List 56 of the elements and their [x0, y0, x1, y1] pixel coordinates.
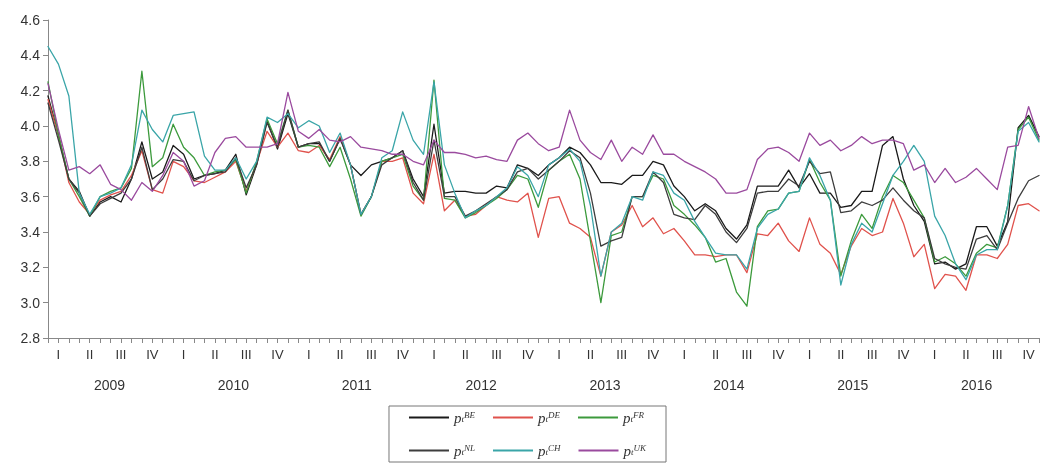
- x-tick-label: II: [461, 347, 469, 362]
- y-tick-label: 3.2: [20, 259, 41, 276]
- x-tick-label: I: [432, 347, 436, 362]
- x-tick-label: III: [115, 347, 127, 362]
- x-tick-label: IV: [897, 347, 910, 362]
- text: 2011: [341, 377, 373, 393]
- y-tick-label: 4.0: [20, 118, 41, 134]
- legend-label: ptFR: [621, 409, 645, 426]
- x-tick-label: III: [616, 347, 628, 362]
- x-tick-label: III: [866, 347, 878, 362]
- x-tick-label: I: [932, 347, 937, 362]
- y-tick-label: 4.4: [20, 47, 41, 64]
- x-tick-label: III: [991, 347, 1003, 362]
- x-tick-label: II: [336, 347, 344, 362]
- legend-label: ptDE: [536, 409, 561, 426]
- legend-label: ptUK: [622, 442, 647, 459]
- x-tick-label: III: [365, 347, 377, 362]
- x-tick-label: I: [807, 347, 812, 362]
- x-tick-label: III: [491, 347, 502, 362]
- legend-label: ptNL: [452, 442, 476, 459]
- legend-label: ptBE: [452, 409, 476, 426]
- text: 2015: [837, 377, 869, 393]
- y-tick-label: 2.8: [20, 330, 41, 346]
- x-tick-label: II: [586, 347, 595, 362]
- x-tick-label: II: [712, 347, 720, 362]
- x-tick-label: II: [86, 347, 94, 362]
- y-tick-label: 3.4: [20, 224, 41, 240]
- y-tick-label: 4.2: [20, 82, 41, 99]
- x-tick-label: IV: [1022, 347, 1036, 362]
- text: 2013: [589, 377, 621, 393]
- y-tick-label: 4.6: [20, 12, 41, 28]
- text: 2012: [465, 377, 497, 393]
- legend-label: ptCH: [537, 442, 561, 459]
- x-tick-label: I: [306, 347, 311, 362]
- x-tick-label: IV: [521, 347, 535, 362]
- text: 2014: [713, 377, 745, 393]
- x-tick-label: II: [837, 347, 845, 362]
- x-tick-label: I: [181, 347, 186, 362]
- x-tick-label: I: [557, 347, 561, 362]
- x-tick-label: II: [211, 347, 219, 362]
- x-tick-label: IV: [772, 347, 785, 362]
- text: 2016: [961, 377, 993, 393]
- y-tick-label: 3.0: [20, 294, 41, 311]
- x-tick-label: IV: [646, 347, 660, 362]
- x-tick-label: III: [240, 347, 252, 362]
- x-tick-label: II: [962, 347, 970, 362]
- x-tick-label: IV: [271, 347, 284, 362]
- x-tick-label: III: [741, 347, 753, 362]
- text: 2009: [93, 377, 126, 393]
- x-tick-label: IV: [396, 347, 410, 362]
- x-tick-label: I: [682, 347, 687, 362]
- x-tick-label: IV: [146, 347, 159, 362]
- text: 2010: [217, 377, 250, 393]
- y-tick-label: 3.6: [20, 188, 41, 205]
- y-tick-label: 3.8: [20, 153, 41, 170]
- x-tick-label: I: [56, 347, 61, 362]
